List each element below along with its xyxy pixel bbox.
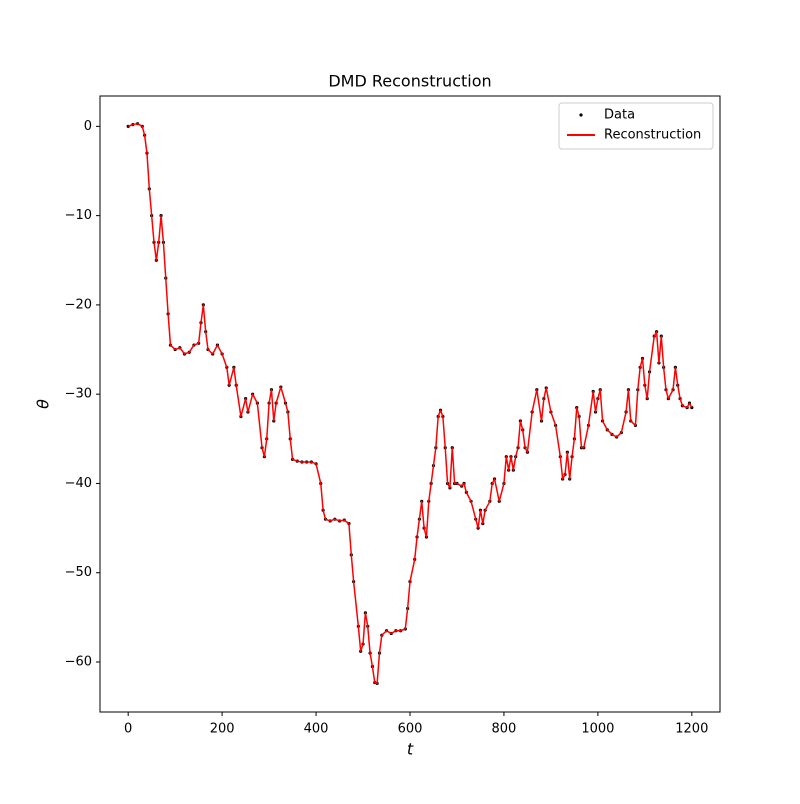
x-axis-label: t [407, 740, 414, 759]
legend-marker [579, 113, 583, 117]
y-tick-label: −60 [65, 655, 92, 670]
y-tick-label: −30 [65, 387, 92, 402]
x-tick-label: 1200 [675, 722, 708, 737]
x-tick-label: 400 [304, 722, 329, 737]
legend-box [558, 102, 714, 150]
x-tick-label: 0 [124, 722, 132, 737]
x-tick-label: 1000 [581, 722, 614, 737]
legend-label: Reconstruction [604, 128, 701, 143]
chart-title: DMD Reconstruction [328, 72, 491, 91]
reconstruction-line [127, 122, 693, 685]
y-tick-label: −50 [65, 565, 92, 580]
x-tick-label: 200 [210, 722, 235, 737]
y-tick-label: −20 [65, 297, 92, 312]
y-tick-label: −40 [65, 476, 92, 491]
y-axis-label: θ [34, 399, 53, 409]
plot-frame [99, 95, 721, 713]
legend-label: Data [604, 108, 635, 123]
x-tick-label: 800 [492, 722, 517, 737]
x-tick-label: 600 [398, 722, 423, 737]
y-tick-label: 0 [84, 119, 92, 134]
y-tick-label: −10 [65, 208, 92, 223]
